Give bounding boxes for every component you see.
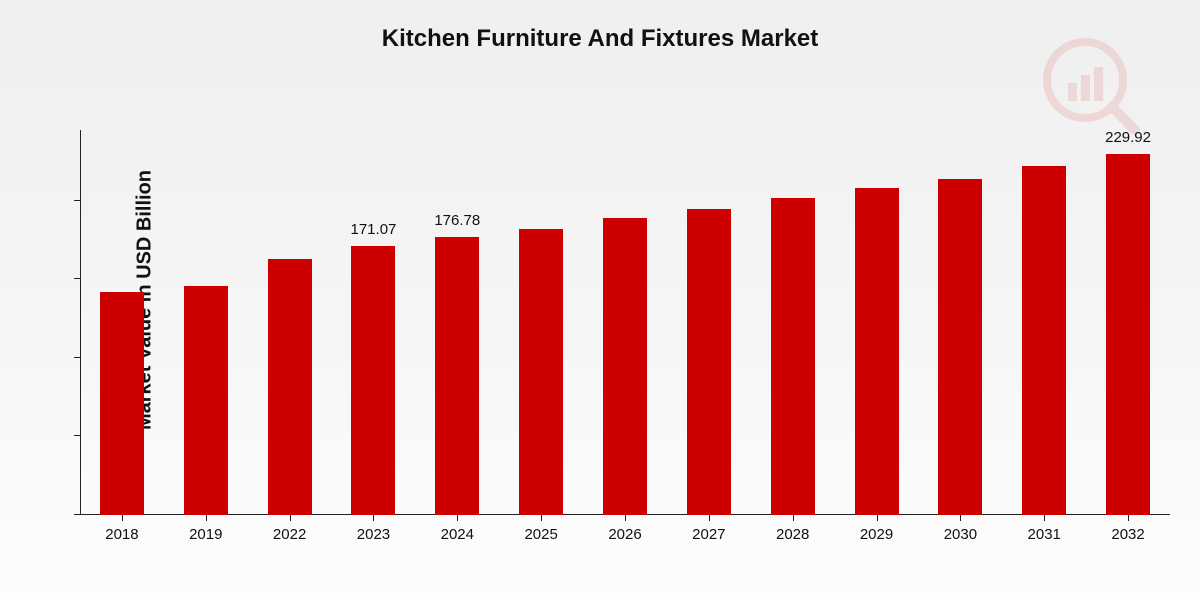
x-tick-label: 2026: [608, 526, 641, 543]
bar: [435, 237, 479, 515]
x-tick-mark: [541, 515, 542, 521]
bar: [268, 259, 312, 515]
x-tick-mark: [206, 515, 207, 521]
y-tick-mark: [74, 435, 80, 436]
watermark-logo-icon: [1040, 35, 1140, 140]
x-tick-mark: [373, 515, 374, 521]
x-tick-mark: [1044, 515, 1045, 521]
x-tick-mark: [877, 515, 878, 521]
bar: [1022, 166, 1066, 515]
x-tick-label: 2031: [1028, 526, 1061, 543]
bar-value-label: 171.07: [333, 221, 413, 238]
y-axis-line: [80, 130, 81, 515]
y-tick-mark: [74, 200, 80, 201]
bar-value-label: 229.92: [1088, 129, 1168, 146]
bar: [1106, 154, 1150, 515]
x-tick-label: 2032: [1111, 526, 1144, 543]
bar: [855, 188, 899, 515]
bar: [519, 229, 563, 515]
x-tick-mark: [290, 515, 291, 521]
x-tick-label: 2024: [441, 526, 474, 543]
x-tick-mark: [457, 515, 458, 521]
chart-title: Kitchen Furniture And Fixtures Market: [0, 25, 1200, 53]
bar-value-label: 176.78: [417, 212, 497, 229]
bar: [100, 292, 144, 515]
x-tick-label: 2022: [273, 526, 306, 543]
x-tick-label: 2023: [357, 526, 390, 543]
bar: [351, 246, 395, 515]
x-tick-mark: [1128, 515, 1129, 521]
x-tick-label: 2027: [692, 526, 725, 543]
x-tick-label: 2029: [860, 526, 893, 543]
chart-plot-area: 2018201920222023171.072024176.7820252026…: [80, 130, 1170, 515]
bar: [687, 209, 731, 515]
bar: [771, 198, 815, 515]
x-tick-label: 2018: [105, 526, 138, 543]
x-tick-label: 2025: [524, 526, 557, 543]
y-tick-mark: [74, 278, 80, 279]
x-tick-mark: [793, 515, 794, 521]
x-tick-mark: [122, 515, 123, 521]
x-tick-label: 2028: [776, 526, 809, 543]
x-tick-mark: [709, 515, 710, 521]
y-tick-mark: [74, 357, 80, 358]
bar: [938, 179, 982, 515]
x-tick-mark: [625, 515, 626, 521]
bar: [184, 286, 228, 515]
x-tick-label: 2030: [944, 526, 977, 543]
bar: [603, 218, 647, 515]
x-tick-mark: [960, 515, 961, 521]
x-tick-label: 2019: [189, 526, 222, 543]
y-tick-mark: [74, 514, 80, 515]
